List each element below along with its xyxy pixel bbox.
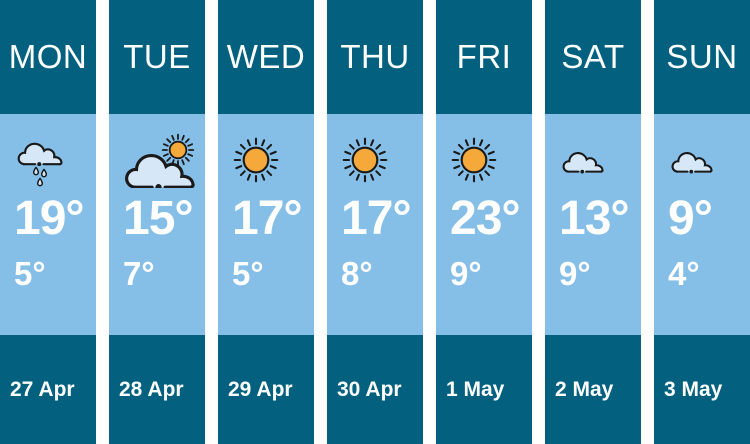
sun-icon [232, 133, 312, 188]
day-column-mon[interactable]: MON 19° 5° 27 Apr [0, 0, 96, 444]
day-column-thu[interactable]: THU 17° 8° 30 Apr [327, 0, 423, 444]
day-name: MON [0, 0, 96, 114]
day-name: WED [218, 0, 314, 114]
high-temp: 15° [123, 192, 194, 245]
date-label: 1 May [436, 335, 532, 444]
low-temp: 7° [123, 255, 155, 292]
date-label: 3 May [654, 335, 750, 444]
cloud-icon [668, 133, 748, 188]
date-label: 2 May [545, 335, 641, 444]
day-body: 17° 5° [218, 114, 314, 335]
day-column-sat[interactable]: SAT 13° 9° 2 May [545, 0, 641, 444]
icon-shape [673, 153, 712, 173]
day-body: 23° 9° [436, 114, 532, 335]
day-name: TUE [109, 0, 205, 114]
icon-shape [235, 139, 278, 182]
day-body: 15° 7° [109, 114, 205, 335]
day-name: SAT [545, 0, 641, 114]
day-name: FRI [436, 0, 532, 114]
sun-icon [341, 133, 421, 188]
day-column-wed[interactable]: WED 17° 5° 29 Apr [218, 0, 314, 444]
day-column-sun[interactable]: SUN 9° 4° 3 May [654, 0, 750, 444]
rain-cloud-icon [14, 133, 94, 188]
icon-shape [127, 135, 194, 188]
date-label: 27 Apr [0, 335, 96, 444]
day-name: THU [327, 0, 423, 114]
low-temp: 9° [559, 255, 591, 292]
high-temp: 9° [668, 192, 713, 245]
icon-shape [344, 139, 387, 182]
high-temp: 17° [232, 192, 303, 245]
day-body: 13° 9° [545, 114, 641, 335]
low-temp: 9° [450, 255, 482, 292]
high-temp: 13° [559, 192, 630, 245]
low-temp: 8° [341, 255, 373, 292]
date-label: 28 Apr [109, 335, 205, 444]
high-temp: 19° [14, 192, 85, 245]
sun-behind-cloud-icon [123, 133, 203, 188]
day-body: 9° 4° [654, 114, 750, 335]
icon-shape [19, 144, 62, 186]
high-temp: 23° [450, 192, 521, 245]
cloud-icon [559, 133, 639, 188]
date-label: 30 Apr [327, 335, 423, 444]
high-temp: 17° [341, 192, 412, 245]
day-column-fri[interactable]: FRI 23° 9° 1 May [436, 0, 532, 444]
day-body: 19° 5° [0, 114, 96, 335]
low-temp: 5° [14, 255, 46, 292]
date-label: 29 Apr [218, 335, 314, 444]
day-name: SUN [654, 0, 750, 114]
low-temp: 4° [668, 255, 700, 292]
icon-shape [564, 153, 603, 173]
sun-icon [450, 133, 530, 188]
low-temp: 5° [232, 255, 264, 292]
icon-shape [453, 139, 496, 182]
day-body: 17° 8° [327, 114, 423, 335]
day-column-tue[interactable]: TUE 15° 7° 28 Apr [109, 0, 205, 444]
